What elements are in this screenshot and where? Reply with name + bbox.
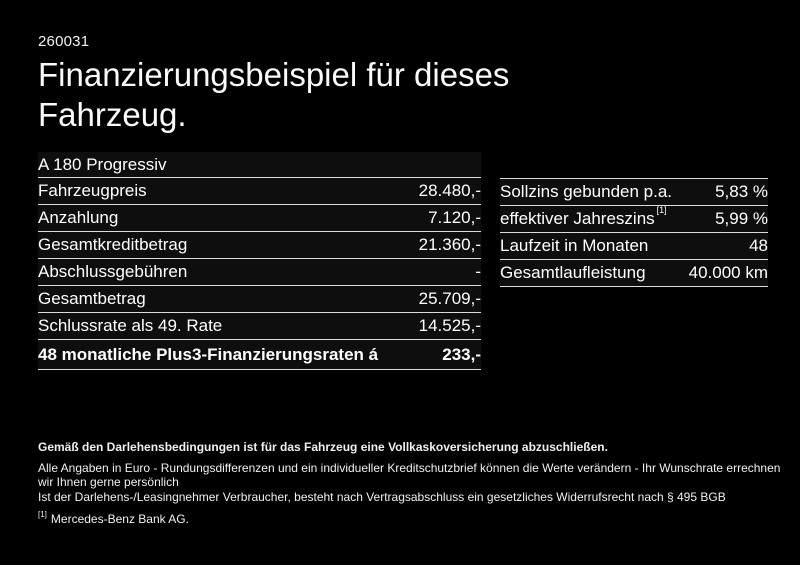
footnote-marker: [1] — [656, 205, 667, 216]
row-value: 48 — [749, 236, 768, 255]
row-label: Sollzins gebunden p.a. — [500, 182, 673, 201]
legal-line-2: Ist der Darlehens-/Leasingnehmer Verbrau… — [38, 489, 726, 504]
footnote-marker: [1] — [38, 510, 47, 519]
page-title: Finanzierungsbeispiel für dieses Fahrzeu… — [38, 56, 510, 133]
table-row-gesamtbetrag: Gesamtbetrag 25.709,- — [38, 285, 481, 312]
row-label: Gesamtlaufleistung — [500, 263, 646, 282]
table-row-gesamtkreditbetrag: Gesamtkreditbetrag 21.360,- — [38, 231, 481, 258]
row-value: 5,99 % — [715, 209, 768, 228]
footnote-mercedes-benz-bank: [1] Mercedes-Benz Bank AG. — [38, 510, 786, 527]
row-label: Fahrzeugpreis — [38, 181, 147, 200]
row-value: 14.525,- — [418, 316, 481, 335]
legal-footer: Gemäß den Darlehensbedingungen ist für d… — [38, 440, 786, 527]
table-row-gesamtlaufleistung: Gesamtlaufleistung 40.000 km — [500, 259, 768, 286]
row-value: 40.000 km — [688, 263, 768, 282]
row-label: 48 monatliche Plus3-Finanzierungsraten á — [38, 344, 379, 364]
row-value: 7.120,- — [428, 208, 481, 227]
row-label: Anzahlung — [38, 208, 119, 227]
table-row-monatsrate: 48 monatliche Plus3-Finanzierungsraten á… — [38, 339, 481, 369]
row-label: Gesamtbetrag — [38, 289, 146, 308]
row-label: Abschlussgebühren — [38, 262, 188, 281]
table-row-effektiver-jahreszins: effektiver Jahreszins [1] 5,99 % — [500, 205, 768, 232]
row-label: Gesamtkreditbetrag — [38, 235, 188, 254]
conditions-table: Sollzins gebunden p.a. 5,83 % effektiver… — [500, 178, 768, 287]
table-row-abschlussgebuehren: Abschlussgebühren - — [38, 258, 481, 285]
row-value: 233,- — [442, 344, 481, 364]
row-value: 5,83 % — [715, 182, 768, 201]
row-label: Laufzeit in Monaten — [500, 236, 649, 255]
insurance-note: Gemäß den Darlehensbedingungen ist für d… — [38, 440, 608, 454]
row-label: Schlussrate als 49. Rate — [38, 316, 223, 335]
row-value: 28.480,- — [418, 181, 481, 200]
table-row-sollzins: Sollzins gebunden p.a. 5,83 % — [500, 178, 768, 205]
row-label: effektiver Jahreszins [1] — [500, 205, 667, 228]
table-row-fahrzeugpreis: Fahrzeugpreis 28.480,- — [38, 177, 481, 204]
row-value: 25.709,- — [418, 289, 481, 308]
footnote-text: Mercedes-Benz Bank AG. — [50, 512, 189, 526]
row-value: 21.360,- — [418, 235, 481, 254]
table-row-laufzeit: Laufzeit in Monaten 48 — [500, 232, 768, 259]
legal-line-1: Alle Angaben in Euro - Rundungsdifferenz… — [38, 460, 781, 490]
page-ref-number: 260031 — [38, 33, 90, 50]
table-row-anzahlung: Anzahlung 7.120,- — [38, 204, 481, 231]
row-value: - — [475, 262, 481, 281]
vehicle-model-header: A 180 Progressiv — [38, 152, 481, 177]
financing-table: A 180 Progressiv Fahrzeugpreis 28.480,- … — [38, 152, 481, 370]
table-row-schlussrate: Schlussrate als 49. Rate 14.525,- — [38, 312, 481, 339]
